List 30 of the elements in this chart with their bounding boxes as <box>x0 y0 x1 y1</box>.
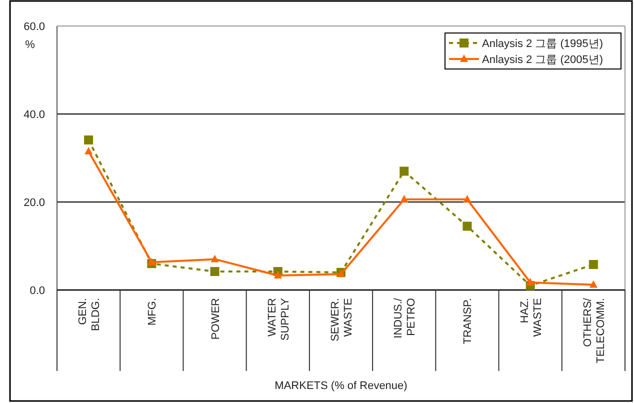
point <box>526 278 534 286</box>
y-axis-title: % <box>25 39 36 51</box>
x-tick-label: MFG. <box>146 298 159 326</box>
x-tick-label: INDUS./ PETRO <box>392 297 418 338</box>
point <box>84 135 94 144</box>
x-tick-label: TRANSP. <box>462 298 474 344</box>
x-tick-label: HAZ. WASTE <box>518 298 544 337</box>
y-tick-label: 60.0 <box>24 21 45 33</box>
x-axis-title: MARKETS (% of Revenue) <box>274 380 408 392</box>
point <box>210 267 220 276</box>
point <box>463 194 472 202</box>
x-tick-label: WATER SUPPLY <box>266 297 292 341</box>
x-tick-label: POWER <box>210 298 222 340</box>
point <box>588 260 598 269</box>
legend-label: Anlaysis 2 그룹 (2005년) <box>482 54 604 66</box>
y-tick-label: 0.0 <box>30 285 45 297</box>
x-tick-label: GEN. BLDG. <box>77 298 102 332</box>
point <box>400 194 408 202</box>
x-tick-label: SEWER. WASTE <box>330 298 354 342</box>
legend-label: Anlaysis 2 그룹 (1995년) <box>482 38 604 50</box>
point <box>148 258 156 266</box>
point <box>400 166 409 176</box>
y-tick-label: 40.0 <box>24 109 45 121</box>
point <box>462 222 472 231</box>
point <box>210 254 219 262</box>
x-tick-label: OTHERS/ TELECOMM. <box>582 297 607 364</box>
point <box>589 280 598 288</box>
point <box>274 270 282 278</box>
y-tick-label: 20.0 <box>24 197 45 209</box>
point <box>84 146 93 154</box>
